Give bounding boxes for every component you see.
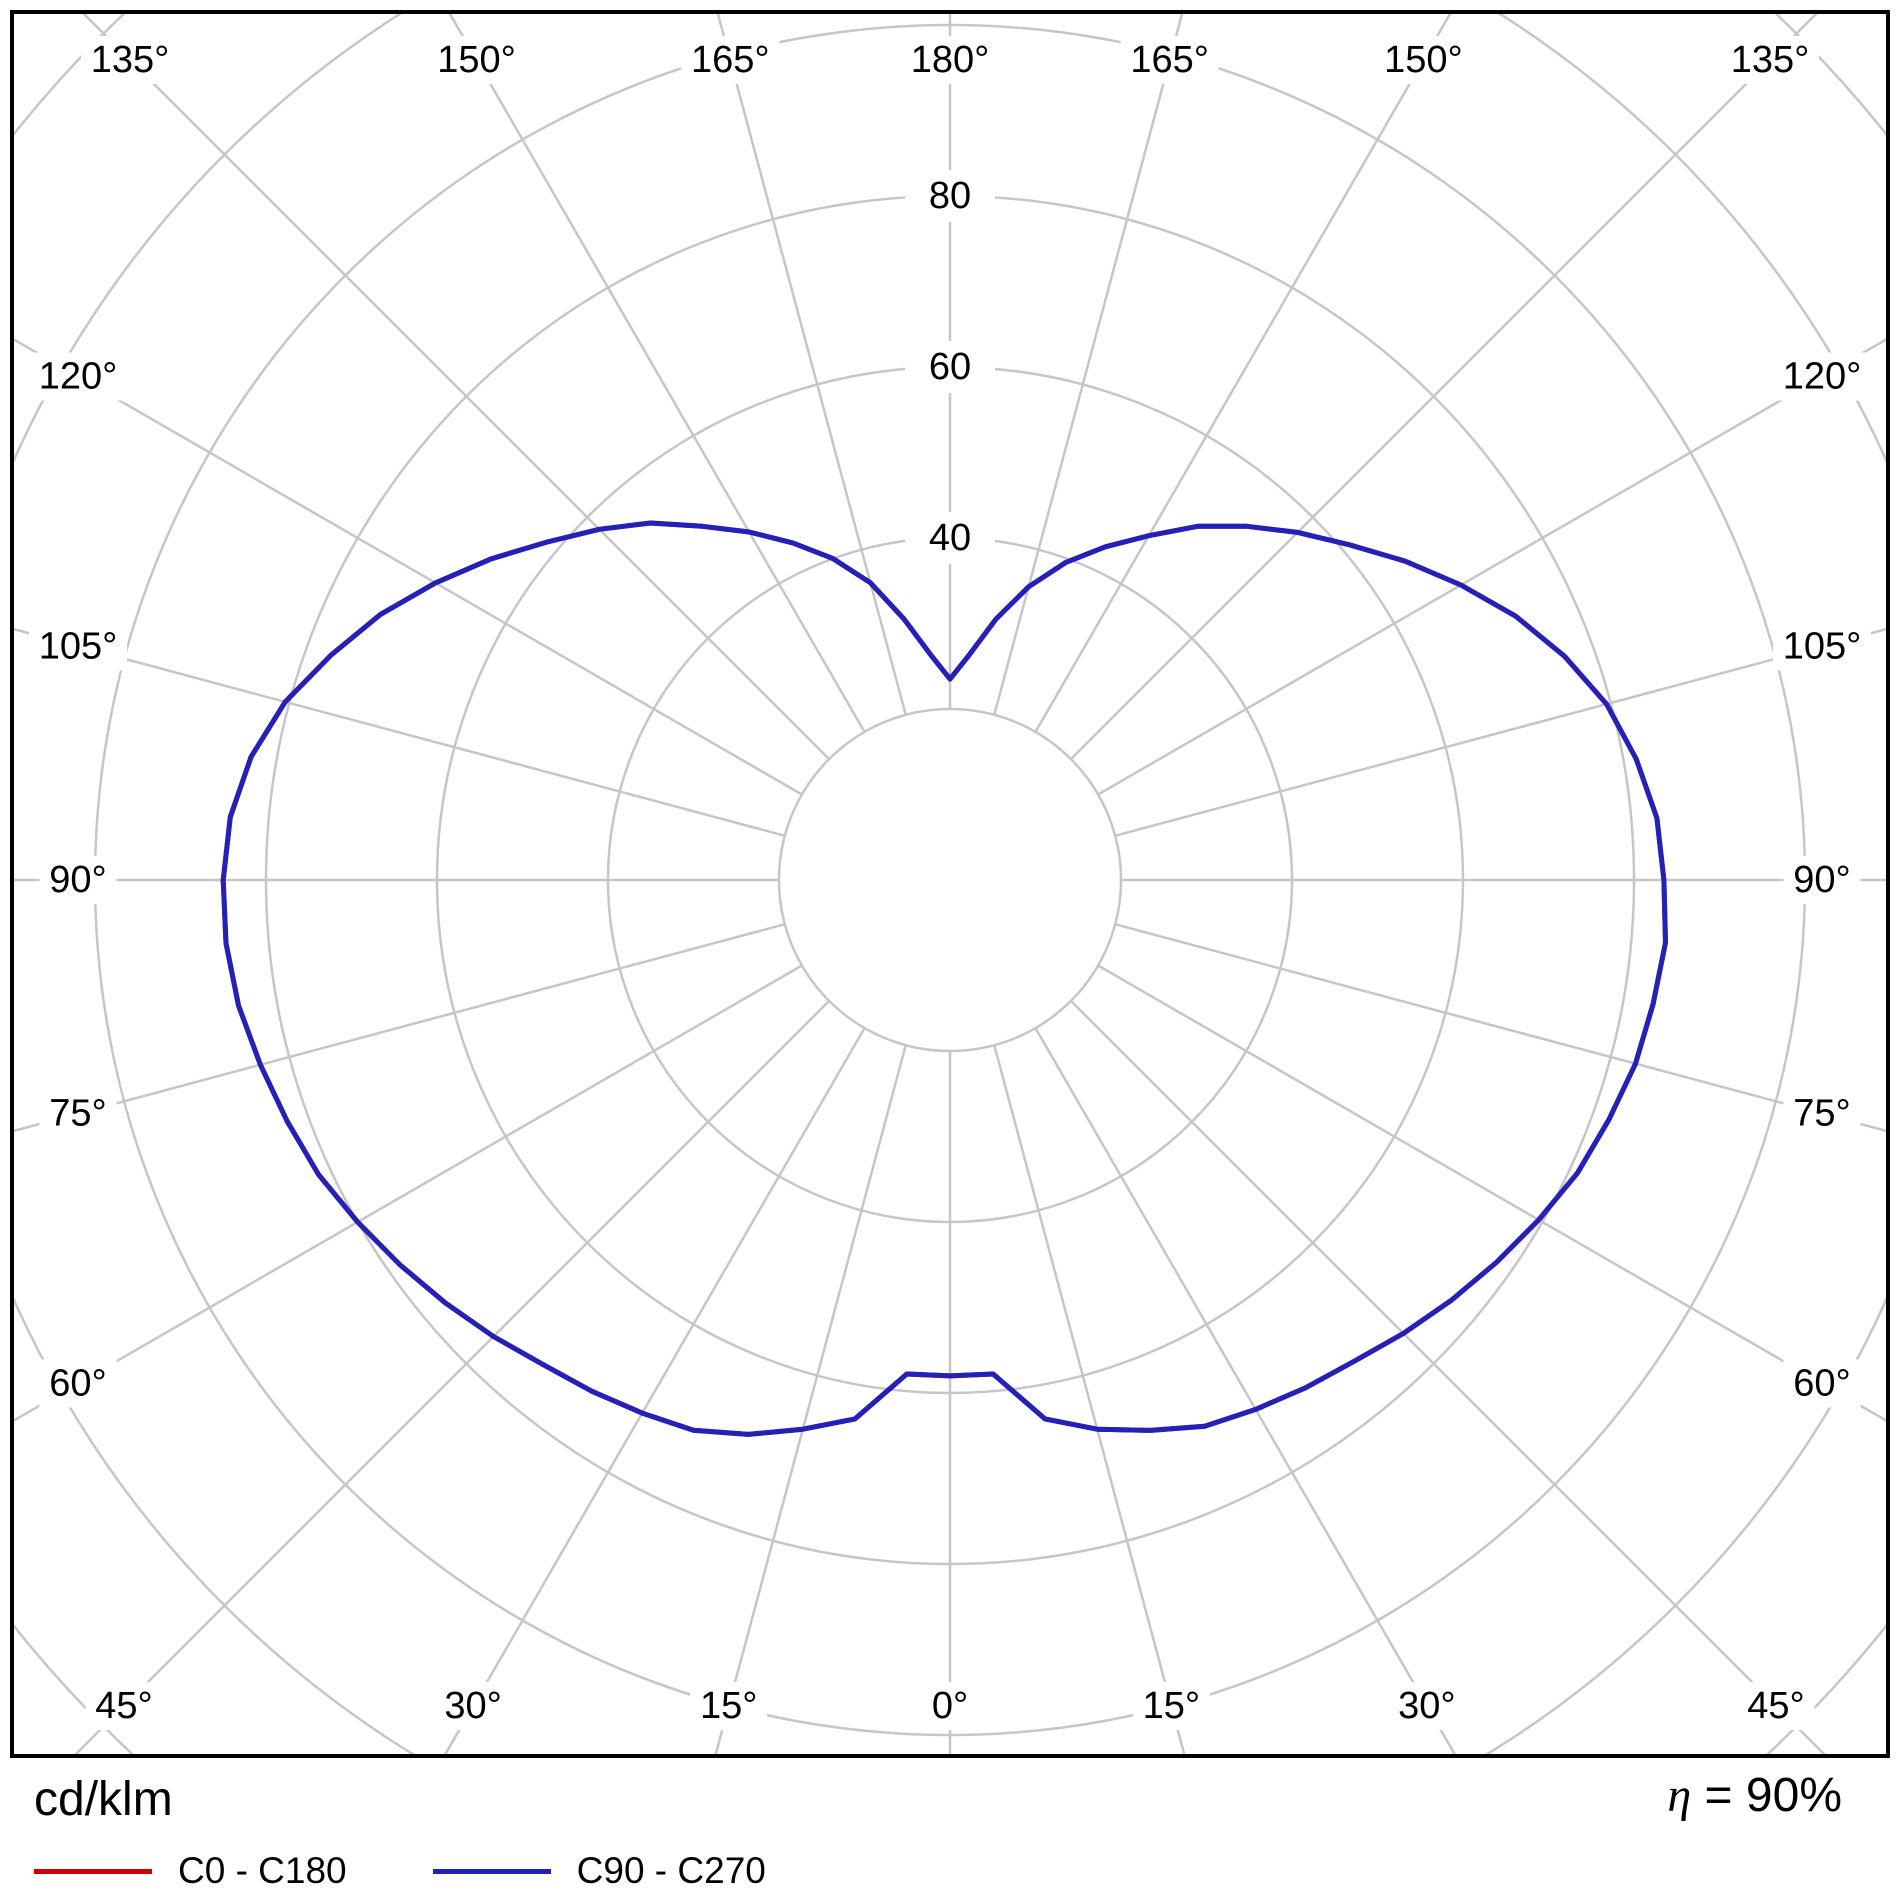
grid-radial-line: [448, 14, 866, 733]
grid-radial-line: [14, 964, 803, 1422]
angle-label-mask: [1120, 36, 1219, 84]
legend-item-c0-c180: C0 - C180: [34, 1850, 347, 1892]
radial-tick-label: 80: [929, 175, 971, 217]
legend-item-c90-c270: C90 - C270: [432, 1850, 766, 1892]
angle-label: 0°: [932, 1685, 968, 1727]
angle-label-mask: [29, 352, 127, 401]
angle-label-mask: [39, 1089, 117, 1138]
angle-label: 90°: [49, 859, 106, 901]
angle-label-mask: [434, 1682, 512, 1730]
angle-label: 150°: [437, 39, 516, 81]
grid-radial-line: [1070, 1000, 1826, 1754]
angle-label-mask: [427, 36, 526, 84]
grid-radial-line: [993, 14, 1184, 716]
angle-label-mask: [1783, 856, 1861, 904]
legend-line-blue: [432, 1868, 551, 1874]
grid-radial-line: [714, 1044, 907, 1754]
grid-radial-line: [993, 1044, 1186, 1754]
angle-label-mask: [1374, 36, 1473, 84]
grid-radial-line: [1034, 1027, 1457, 1754]
radial-tick-label: 40: [929, 517, 971, 559]
eta-symbol: η: [1667, 1769, 1692, 1822]
grid-radial-line: [1114, 627, 1886, 837]
angle-label-mask: [29, 622, 127, 671]
radial-tick-label: 60: [929, 346, 971, 388]
angle-label: 60°: [49, 1362, 106, 1404]
angle-label: 60°: [1793, 1362, 1850, 1404]
angle-label: 150°: [1384, 39, 1463, 81]
grid-radial-line: [1114, 923, 1886, 1133]
legend-label-c90-c270: C90 - C270: [576, 1850, 766, 1891]
legend: C0 - C180 C90 - C270: [34, 1850, 766, 1892]
angle-label: 45°: [95, 1685, 152, 1727]
grid-radial-line: [1097, 964, 1886, 1422]
angle-label: 30°: [444, 1685, 501, 1727]
grid-circle: [777, 707, 1123, 1053]
polar-plot-frame: 0° 15° 15° 30° 30° 45° 45° 60° 60° 75° 75° 90° 90° 10…: [10, 10, 1890, 1758]
tick-label-mask: [905, 341, 995, 393]
angle-label: 120°: [39, 356, 118, 398]
units-label: cd/klm: [34, 1773, 173, 1826]
angle-label: 135°: [1731, 39, 1810, 81]
legend-line-red: [34, 1868, 152, 1874]
angle-label-mask: [85, 1682, 163, 1730]
grid-radial-line: [14, 923, 786, 1133]
angle-label-mask: [1132, 1682, 1210, 1730]
grid-radial-line: [1097, 338, 1886, 796]
grid-radial-line: [443, 1027, 866, 1754]
angle-label-mask: [1737, 1682, 1815, 1730]
angle-label-mask: [1721, 36, 1819, 84]
angle-label-mask: [922, 1682, 978, 1730]
angle-label: 105°: [1783, 625, 1862, 667]
angle-label-mask: [39, 1359, 117, 1408]
tick-label-mask: [905, 170, 995, 222]
grid-radial-line: [14, 627, 786, 837]
curve-C90-C270: [220, 520, 1668, 1437]
angle-label-mask: [690, 1682, 768, 1730]
tick-label-mask: [905, 512, 995, 564]
efficiency-label: η = 90%: [1667, 1768, 1842, 1823]
legend-label-c0-c180: C0 - C180: [178, 1850, 347, 1891]
angle-label: 30°: [1398, 1685, 1455, 1727]
angle-label: 180°: [911, 39, 990, 81]
polar-chart: 0° 15° 15° 30° 30° 45° 45° 60° 60° 75° 75° 90° 90° 10…: [14, 14, 1886, 1754]
efficiency-value: = 90%: [1691, 1769, 1842, 1822]
angle-label-mask: [1783, 1089, 1861, 1138]
grid-radial-line: [82, 14, 830, 760]
angle-label: 105°: [39, 625, 118, 667]
grid-radial-line: [1070, 14, 1818, 760]
angle-label-mask: [81, 36, 179, 84]
grid-radial-line: [716, 14, 907, 716]
angle-label-mask: [901, 36, 999, 84]
angle-label-mask: [1773, 622, 1871, 671]
angle-label: 15°: [700, 1685, 757, 1727]
angle-label: 165°: [691, 39, 770, 81]
angle-label: 75°: [1793, 1093, 1850, 1135]
angle-label-mask: [1783, 1359, 1861, 1408]
grid-radial-line: [74, 1000, 830, 1754]
angle-label-mask: [39, 856, 117, 904]
angle-label: 75°: [49, 1093, 106, 1135]
angle-label: 135°: [91, 39, 170, 81]
angle-label: 15°: [1143, 1685, 1200, 1727]
grid-radial-line: [1034, 14, 1452, 733]
angle-label-mask: [681, 36, 780, 84]
grid-radial-line: [14, 338, 803, 796]
angle-label: 120°: [1783, 356, 1862, 398]
angle-label-mask: [1388, 1682, 1466, 1730]
angle-label-mask: [1773, 352, 1871, 401]
angle-label: 90°: [1793, 859, 1850, 901]
angle-label: 165°: [1130, 39, 1209, 81]
angle-label: 45°: [1747, 1685, 1804, 1727]
